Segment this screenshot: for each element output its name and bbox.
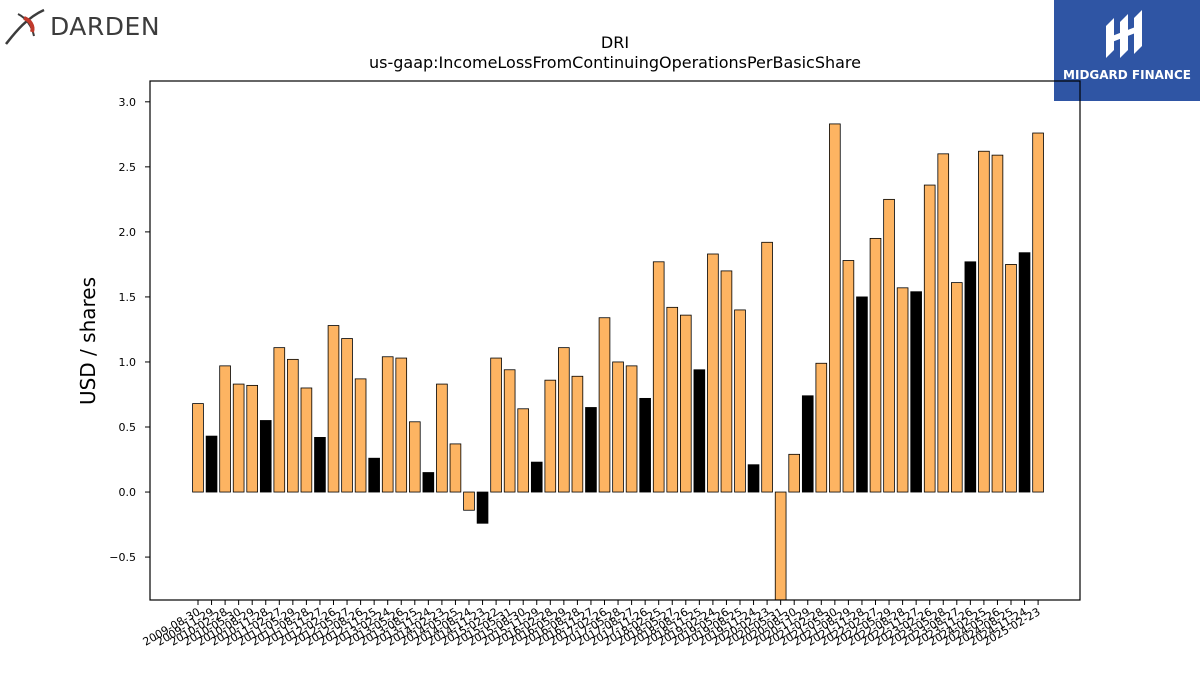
bar [964, 261, 977, 493]
plot-frame [149, 80, 1081, 601]
bar [910, 291, 922, 493]
y-tick-label: 2.0 [119, 226, 137, 239]
bar [544, 379, 557, 493]
y-tick-label: 0.0 [119, 486, 137, 499]
bar [680, 314, 692, 493]
y-tick-label: 0.5 [119, 421, 137, 434]
bar [585, 407, 597, 493]
bar [1032, 132, 1044, 493]
bar [707, 253, 719, 493]
darden-logo: DARDEN [4, 4, 174, 48]
bar [300, 387, 313, 493]
bar [856, 296, 868, 493]
y-tick-label: 2.5 [119, 161, 137, 174]
bar [747, 464, 760, 493]
bars-group [192, 123, 1044, 601]
bar [666, 306, 679, 493]
bar [923, 184, 936, 493]
bar [463, 491, 475, 511]
bar [652, 261, 665, 493]
darden-logo-text: DARDEN [50, 12, 161, 41]
midgard-finance-logo: MIDGARD FINANCE [1054, 0, 1200, 101]
bar [612, 361, 624, 493]
bar [693, 369, 706, 493]
bar [842, 260, 855, 493]
bar [232, 383, 245, 493]
midgard-emblem-icon [1106, 10, 1142, 58]
bar [1018, 252, 1031, 493]
chart-subtitle: us-gaap:IncomeLossFromContinuingOperatio… [369, 53, 861, 72]
bar [734, 309, 746, 493]
bar [490, 357, 502, 493]
bar [395, 357, 408, 493]
y-tick-label: 1.0 [119, 356, 137, 369]
darden-swoosh-icon [5, 8, 45, 45]
y-tick-label: −0.5 [109, 551, 136, 564]
bar [354, 378, 367, 493]
bar [788, 453, 800, 493]
x-ticks-group: 2009-08-302009-11-292010-02-282010-05-30… [141, 600, 1043, 649]
bar [937, 153, 950, 493]
bar [558, 347, 570, 493]
y-tick-label: 3.0 [119, 96, 137, 109]
bar [801, 395, 814, 493]
bar [219, 365, 231, 493]
bar [503, 369, 516, 493]
bar [246, 384, 259, 493]
chart-title: DRI [601, 33, 629, 52]
bar [259, 420, 272, 493]
bar [327, 325, 340, 493]
bar [720, 270, 733, 493]
bar [761, 241, 773, 493]
bar [991, 154, 1004, 493]
y-ticks-group: −0.5 0.0 0.5 1.0 1.5 2.0 2.5 3.0 [109, 96, 150, 564]
bar [314, 437, 326, 493]
bar [476, 491, 489, 524]
bar [408, 421, 421, 493]
bar [883, 198, 895, 493]
bar [978, 150, 990, 493]
bar [951, 282, 963, 493]
bar [368, 457, 380, 493]
bar [517, 408, 529, 493]
bar [815, 362, 828, 493]
bar [192, 403, 204, 493]
bar [774, 491, 787, 601]
bar [422, 472, 435, 493]
bar [449, 443, 462, 493]
bar [598, 317, 611, 493]
bar [205, 435, 218, 493]
bar [829, 123, 841, 493]
bar [896, 287, 909, 493]
bar [287, 358, 299, 493]
bar [341, 338, 353, 493]
midgard-logo-text: MIDGARD FINANCE [1063, 68, 1191, 82]
bar [436, 383, 448, 493]
bar [571, 375, 584, 493]
bar [1005, 264, 1017, 493]
bar [639, 397, 651, 493]
bar [625, 365, 638, 493]
bar [869, 237, 882, 493]
bar [530, 461, 543, 493]
bar [273, 347, 286, 493]
bar [381, 356, 394, 493]
y-axis-label: USD / shares [76, 277, 100, 405]
y-tick-label: 1.5 [119, 291, 137, 304]
